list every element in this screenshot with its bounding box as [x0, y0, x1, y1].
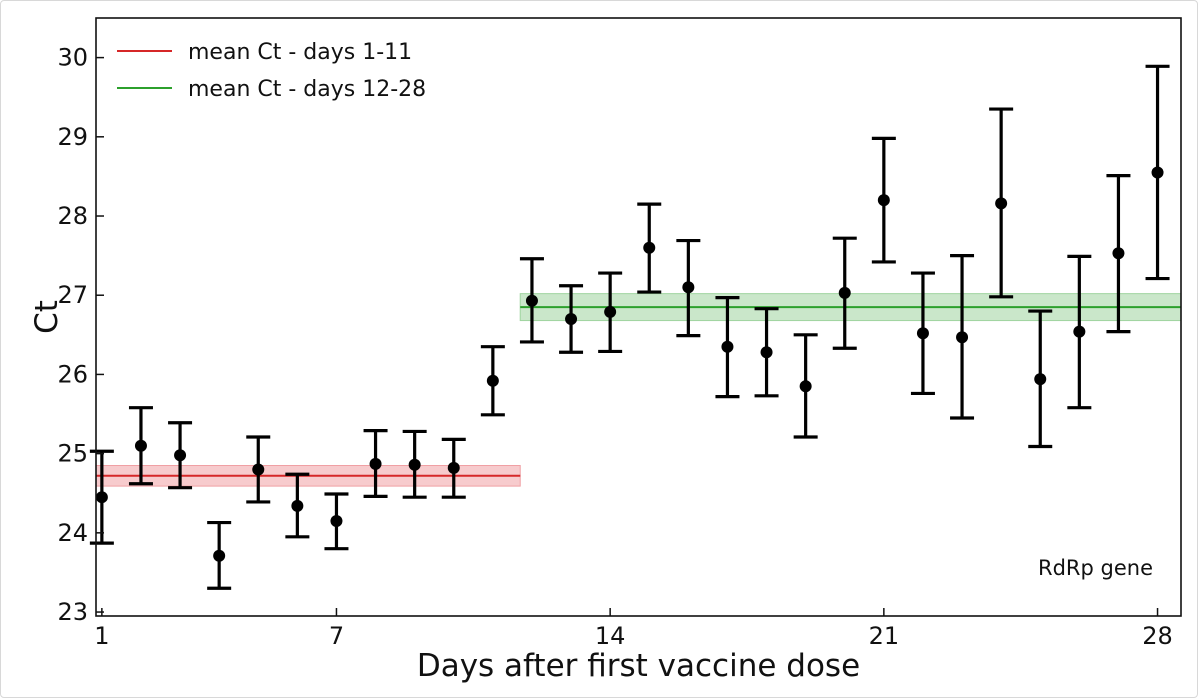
y-tick-label: 24 [57, 519, 88, 547]
data-point-day-20 [838, 286, 851, 299]
plot-area [95, 17, 1182, 617]
data-point-day-22 [916, 327, 929, 340]
data-point-day-2 [134, 439, 147, 452]
y-tick-label: 26 [57, 360, 88, 388]
data-point-day-17 [721, 340, 734, 353]
data-point-day-16 [682, 281, 695, 294]
x-tick-label: 28 [1142, 622, 1173, 650]
data-point-day-11 [486, 374, 499, 387]
x-tick-label: 14 [595, 622, 626, 650]
data-point-day-4 [213, 549, 226, 562]
data-point-day-24 [995, 197, 1008, 210]
data-point-day-25 [1034, 373, 1047, 386]
data-point-day-28 [1151, 166, 1164, 179]
data-point-day-18 [760, 346, 773, 359]
y-tick-label: 29 [57, 123, 88, 151]
legend: mean Ct - days 1-11 mean Ct - days 12-28 [117, 40, 426, 102]
data-point-day-27 [1112, 247, 1125, 260]
data-point-day-21 [877, 194, 890, 207]
error-bars [89, 64, 1170, 590]
data-point-day-26 [1073, 325, 1086, 338]
data-point-day-8 [369, 457, 382, 470]
data-points [95, 166, 1164, 562]
legend-label-2: mean Ct - days 12-28 [188, 77, 426, 102]
y-axis-ticks: 23 24 25 26 27 28 29 30 [57, 44, 104, 626]
x-tick-label: 21 [869, 622, 900, 650]
x-tick-label: 7 [329, 622, 344, 650]
data-point-day-15 [643, 241, 656, 254]
data-point-day-7 [330, 514, 343, 527]
data-point-day-6 [291, 499, 304, 512]
data-point-day-10 [447, 461, 460, 474]
x-axis-title: Days after first vaccine dose [417, 648, 860, 684]
y-tick-label: 23 [57, 598, 88, 626]
y-axis-title: Ct [29, 300, 65, 334]
data-point-day-23 [956, 331, 969, 344]
gene-annotation: RdRp gene [1038, 556, 1153, 580]
data-point-day-19 [799, 380, 812, 393]
y-tick-label: 25 [57, 440, 88, 468]
x-tick-label: 1 [94, 622, 109, 650]
data-point-day-1 [95, 491, 108, 504]
data-point-day-12 [525, 294, 538, 307]
y-tick-label: 27 [57, 281, 88, 309]
data-point-day-13 [565, 312, 578, 325]
legend-label-1: mean Ct - days 1-11 [188, 40, 412, 65]
data-point-day-14 [604, 305, 617, 318]
data-point-day-9 [408, 458, 421, 471]
y-tick-label: 28 [57, 202, 88, 230]
y-tick-label: 30 [57, 44, 88, 72]
x-axis-ticks: 1 7 14 21 28 [94, 608, 1173, 650]
data-point-day-5 [252, 463, 265, 476]
data-point-day-3 [174, 449, 187, 462]
